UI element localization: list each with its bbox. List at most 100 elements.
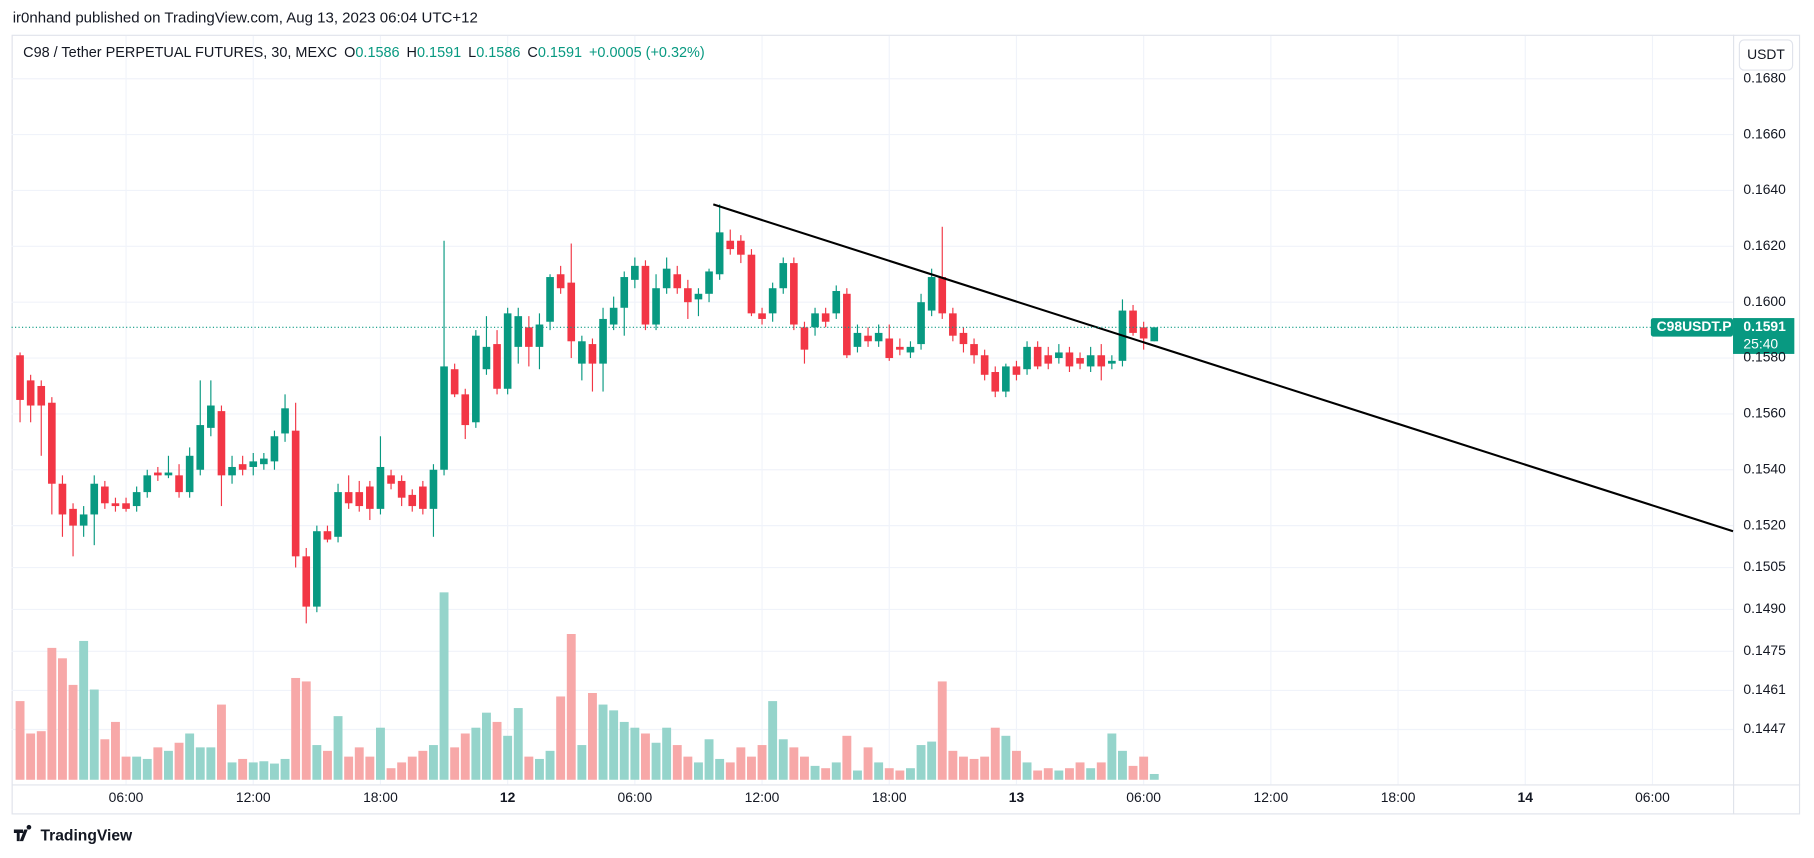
candle-body [302,556,311,607]
volume-bar [460,733,470,780]
x-tick-label: 06:00 [109,789,144,805]
candle-body [154,472,162,476]
candle-body [185,455,194,493]
volume-bar [927,741,937,780]
y-tick-label: 0.1580 [1743,349,1786,365]
candle-body [79,514,88,526]
candle-body [1012,366,1021,375]
volume-bar [238,758,248,780]
candle-body [1002,366,1010,392]
volume-bar [248,762,258,780]
candle-body [652,288,660,325]
candle-body [397,480,406,498]
volume-bar [641,733,650,780]
candle-body [885,338,894,359]
volume-bar [1128,765,1138,780]
volume-bar [79,640,89,780]
candle-body [609,307,618,325]
volume-bar [662,727,672,780]
candle-body [715,232,724,275]
x-tick-label: 06:00 [1126,789,1161,805]
volume-bar [195,747,205,780]
candle-body [408,494,417,507]
volume-bar [715,758,725,780]
volume-bar [503,735,513,780]
candle-body [790,263,798,325]
candle-body [970,344,978,356]
candle-body [1076,358,1084,364]
candle-body [843,293,851,356]
volume-bar [333,716,343,780]
volume-bar [291,677,301,780]
currency-button[interactable] [1738,39,1794,71]
x-tick-label: 18:00 [1381,789,1416,805]
volume-bar [800,756,809,780]
volume-bar [566,634,576,780]
y-tick-label: 0.1640 [1743,181,1786,197]
candle-body [175,475,183,493]
volume-bar [884,768,894,780]
x-tick-label: 06:00 [1635,789,1670,805]
x-tick-label: 13 [1009,789,1025,805]
candle-body [800,327,809,350]
volume-bar [36,731,46,780]
y-tick-label: 0.1680 [1743,69,1786,85]
candle-body [1044,355,1053,364]
candle-body [578,341,586,364]
volume-bar [68,684,78,780]
ohlc-key: H [407,45,417,61]
y-tick-label: 0.1620 [1743,237,1786,253]
candle-body [673,274,682,289]
candle-body [864,335,872,342]
y-tick-label: 0.1660 [1743,125,1786,141]
candles [16,204,1159,624]
volume-bar [1096,762,1106,780]
candle-body [143,475,152,493]
candle-body [419,486,427,509]
candle-body [48,402,56,484]
candle-body [1139,327,1148,339]
volume-bar [259,761,269,780]
y-tick-label: 0.1461 [1743,681,1786,697]
candle-body [472,335,480,423]
candle-body [758,313,766,319]
y-tick-label: 0.1475 [1743,642,1786,658]
footer-logo [13,824,32,842]
x-tick-label: 12 [500,789,516,805]
volume-bar [757,745,767,780]
x-tick-label: 12:00 [745,789,780,805]
volume-bar [354,747,364,780]
volume-bar [810,765,820,780]
volume-bar [704,739,714,780]
volume-bar [1086,768,1096,780]
candle-body [779,263,788,289]
volume-bar [428,745,438,780]
candle-body [959,332,968,345]
currency-label[interactable]: USDT [1747,46,1785,62]
candle-body [164,472,173,476]
volume-bar [110,721,120,780]
candle-body [567,282,576,342]
y-tick-label: 0.1447 [1743,720,1786,736]
candle-body [450,369,459,395]
volume-bar [672,745,682,780]
candle-body [101,486,109,504]
volume-bar [1149,773,1159,780]
volume-bar [630,727,640,780]
volume-bar [89,689,99,780]
y-tick-label: 0.1540 [1743,460,1786,476]
ohlc-key: L [468,45,476,61]
volume-bar [1107,733,1117,780]
candle-body [599,318,607,364]
volume-bar [959,756,968,780]
y-tick-label: 0.1600 [1743,293,1786,309]
candle-body [196,425,205,470]
candle-body [535,324,544,347]
volume-bar [598,704,608,780]
y-tick-label: 0.1505 [1743,558,1786,574]
volume [15,592,1159,780]
volume-bar [100,739,110,780]
candle-body [37,385,46,406]
